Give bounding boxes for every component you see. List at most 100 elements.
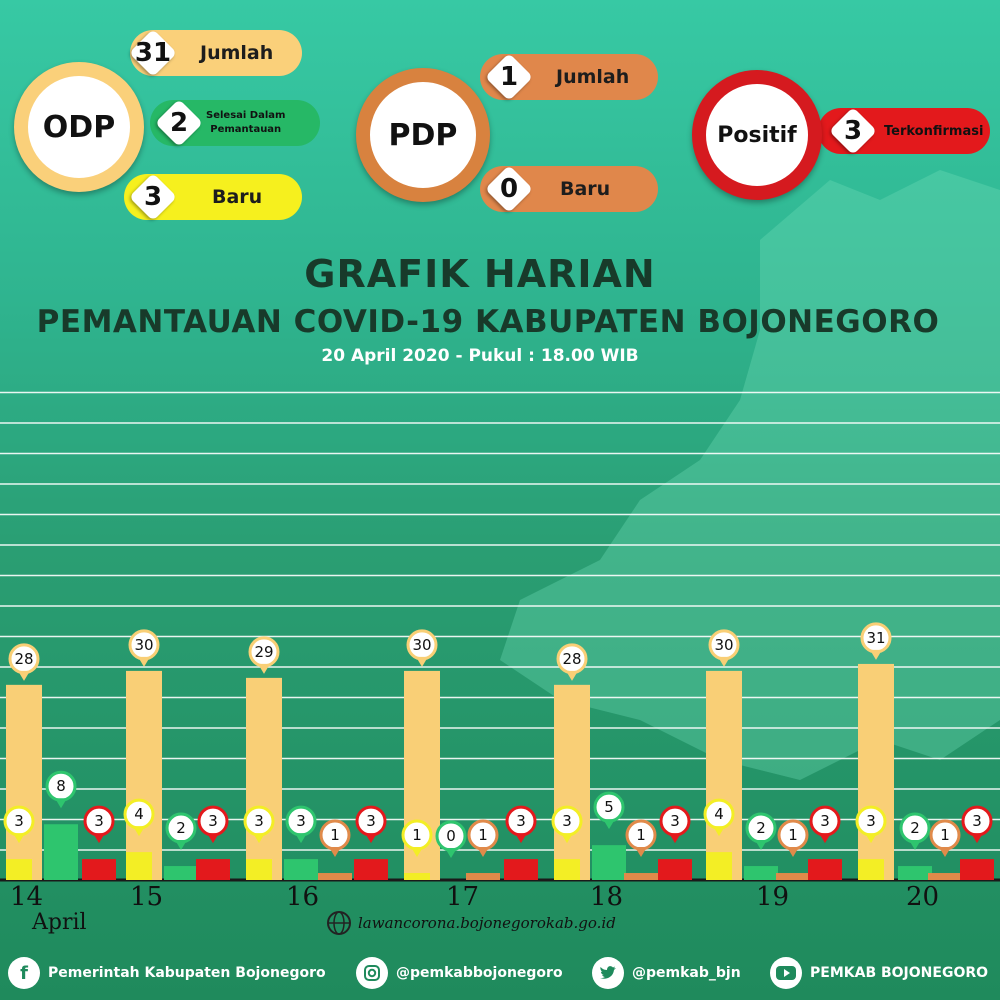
data-label-pdp: 1 (929, 819, 961, 858)
bar-odp-total (246, 677, 282, 880)
x-tick-label: 17 (446, 882, 480, 912)
data-label-text: 3 (562, 812, 572, 830)
x-tick-label: 16 (286, 882, 320, 912)
data-label-pointer (416, 656, 428, 667)
data-label-text: 4 (714, 805, 724, 823)
data-label-odp-selesai: 8 (45, 770, 77, 809)
data-label-odp-selesai: 5 (593, 791, 625, 830)
bar-positif (504, 859, 538, 880)
data-label-text: 3 (972, 812, 982, 830)
odp-label: ODP (42, 109, 116, 145)
data-label-pointer (477, 847, 489, 858)
instagram-text: @pemkabbojonegoro (396, 965, 563, 981)
data-label-pdp: 1 (467, 819, 499, 858)
twitter-link[interactable]: @pemkab_bjn (592, 957, 741, 989)
pdp-baru-value: 0 (499, 174, 519, 204)
bar-positif (354, 859, 388, 880)
pdp-jumlah-value: 1 (499, 62, 519, 92)
chart-date: 20 April 2020 - Pukul : 18.00 WIB (321, 346, 639, 366)
data-label-pdp: 1 (319, 819, 351, 858)
x-tick-label: 15 (130, 882, 164, 912)
odp-jumlah-value: 31 (134, 38, 172, 68)
data-label-odp-total: 29 (248, 636, 280, 674)
bar-odp-baru (404, 873, 430, 880)
data-label-pointer (718, 656, 730, 667)
data-label-odp-total: 31 (860, 622, 892, 660)
instagram-link[interactable]: @pemkabbojonegoro (356, 957, 563, 989)
data-label-pointer (329, 847, 341, 858)
data-label-pointer (295, 833, 307, 844)
data-label-pointer (175, 840, 187, 851)
data-label-odp-baru: 4 (123, 798, 155, 837)
data-label-text: 3 (94, 812, 104, 830)
chart-title: GRAFIK HARIAN (304, 252, 656, 296)
website-link[interactable]: lawancorona.bojonegorokab.go.id (326, 910, 616, 936)
data-label-positif: 3 (659, 805, 691, 844)
data-label-pointer (515, 833, 527, 844)
bar-odp-total (126, 670, 162, 880)
data-label-odp-selesai: 2 (745, 812, 777, 851)
data-label-odp-baru: 3 (3, 805, 35, 844)
data-label-text: 4 (134, 805, 144, 823)
data-label-text: 29 (254, 643, 273, 661)
positif-value: 3 (843, 116, 863, 146)
bar-odp-baru (554, 859, 580, 880)
bar-odp-baru (6, 859, 32, 880)
data-label-text: 3 (296, 812, 306, 830)
bar-pdp (318, 873, 352, 880)
data-label-positif: 3 (197, 805, 229, 844)
data-label-text: 5 (604, 798, 614, 816)
data-label-pointer (411, 847, 423, 858)
data-label-text: 2 (176, 819, 186, 837)
instagram-icon (356, 957, 388, 989)
data-label-text: 2 (756, 819, 766, 837)
bar-odp-total (6, 684, 42, 880)
data-label-text: 1 (412, 826, 422, 844)
data-label-text: 3 (670, 812, 680, 830)
x-tick-label: 19 (756, 882, 790, 912)
youtube-link[interactable]: PEMKAB BOJONEGORO (770, 957, 988, 989)
odp-baru-label: Baru (212, 186, 263, 208)
bar-odp-selesai (592, 845, 626, 880)
data-label-odp-baru: 1 (401, 819, 433, 858)
twitter-text: @pemkab_bjn (632, 965, 741, 981)
bar-odp-selesai (898, 866, 932, 880)
data-label-pointer (207, 833, 219, 844)
bar-pdp (928, 873, 962, 880)
data-label-text: 8 (56, 777, 66, 795)
data-label-odp-baru: 3 (551, 805, 583, 844)
bar-odp-selesai (44, 824, 78, 880)
bar-odp-baru (246, 859, 272, 880)
data-label-odp-selesai: 3 (285, 805, 317, 844)
data-label-pointer (755, 840, 767, 851)
data-label-text: 31 (866, 629, 885, 647)
bar-odp-total (554, 684, 590, 880)
bar-positif (82, 859, 116, 880)
data-label-text: 1 (478, 826, 488, 844)
data-label-odp-selesai: 0 (435, 820, 467, 858)
data-label-text: 28 (562, 650, 581, 668)
data-label-text: 1 (636, 826, 646, 844)
data-label-pointer (819, 833, 831, 844)
odp-selesai-value: 2 (169, 108, 189, 138)
bar-odp-total (706, 670, 742, 880)
facebook-link[interactable]: f Pemerintah Kabupaten Bojonegoro (8, 957, 326, 989)
data-label-odp-baru: 3 (855, 805, 887, 844)
data-label-positif: 3 (355, 805, 387, 844)
data-label-text: 3 (366, 812, 376, 830)
data-label-pointer (93, 833, 105, 844)
data-label-text: 30 (714, 636, 733, 654)
odp-baru-value: 3 (143, 182, 163, 212)
data-label-pdp: 1 (625, 819, 657, 858)
data-label-positif: 3 (83, 805, 115, 844)
bar-odp-selesai (744, 866, 778, 880)
data-label-text: 1 (788, 826, 798, 844)
twitter-icon (592, 957, 624, 989)
data-label-odp-total: 30 (128, 629, 160, 667)
data-label-text: 3 (820, 812, 830, 830)
pdp-baru-label: Baru (560, 178, 611, 200)
data-label-pointer (603, 819, 615, 830)
data-label-odp-baru: 3 (243, 805, 275, 844)
data-label-positif: 3 (961, 805, 993, 844)
data-label-pointer (787, 847, 799, 858)
